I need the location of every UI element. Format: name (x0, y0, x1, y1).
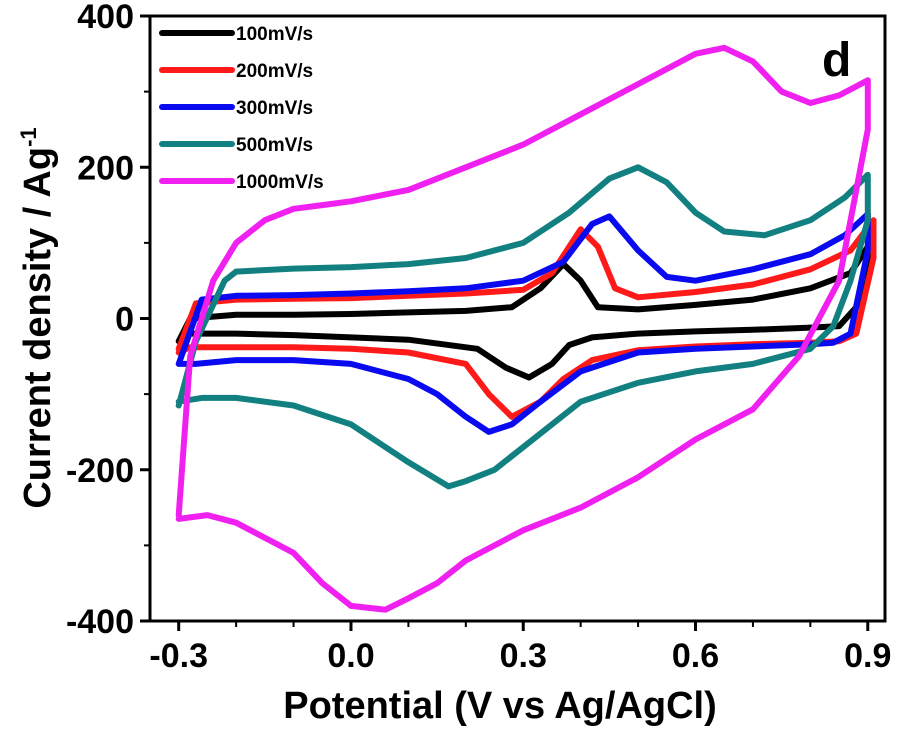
x-tick-label: -0.3 (149, 637, 208, 675)
x-tick-label: 0.3 (500, 637, 547, 675)
axis-ticks: -0.3 0.0 0.3 0.6 0.9 -400 -200 0 200 400 (66, 0, 891, 675)
y-axis-title-superscript: -1 (16, 127, 41, 147)
x-tick-label: 0.6 (672, 637, 719, 675)
legend-label: 1000mV/s (236, 172, 324, 193)
series-layer (175, 44, 877, 613)
legend-label: 100mV/s (236, 24, 313, 45)
y-tick-label: -200 (66, 452, 134, 490)
series-line-300mvs (175, 211, 871, 435)
series-line-1000mvs (175, 44, 871, 613)
y-tick-label: -400 (66, 603, 134, 641)
panel-label: d (822, 34, 851, 87)
y-tick-label: 400 (77, 0, 134, 36)
y-tick-label: 200 (77, 149, 134, 187)
x-axis-title: Potential (V vs Ag/AgCl) (283, 685, 717, 727)
legend-label: 300mV/s (236, 98, 313, 119)
y-axis-title: Current density / Ag (17, 147, 59, 509)
x-tick-label: 0.0 (327, 637, 374, 675)
x-tick-label: 0.9 (844, 637, 891, 675)
legend-label: 500mV/s (236, 135, 313, 156)
y-axis-title-group: Current density / Ag-1 (16, 127, 59, 508)
legend: 100mV/s 200mV/s 300mV/s 500mV/s 1000mV/s (159, 24, 324, 193)
series-line-500mvs (175, 164, 871, 490)
series-line-200mvs (175, 217, 877, 420)
svg-text:Current density / Ag-1: Current density / Ag-1 (16, 127, 59, 508)
legend-label: 200mV/s (236, 61, 313, 82)
y-tick-label: 0 (115, 301, 134, 339)
